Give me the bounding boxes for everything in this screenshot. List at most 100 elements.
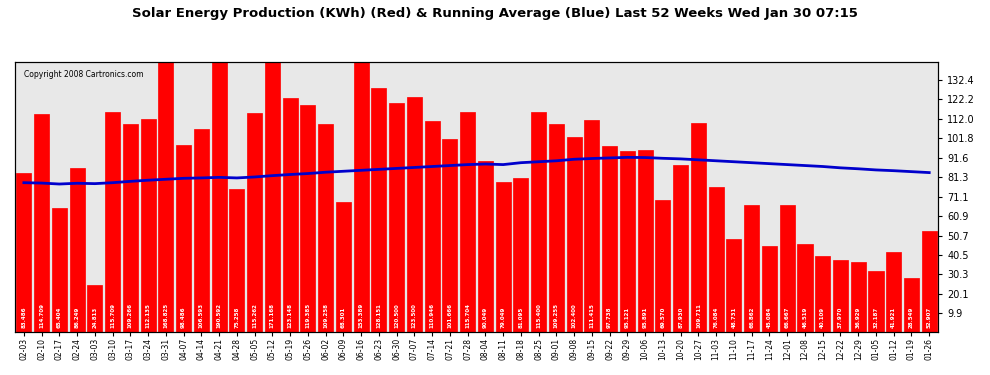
Bar — [158, 10, 173, 332]
Text: 76.084: 76.084 — [714, 307, 719, 328]
Bar — [548, 124, 564, 332]
Bar — [318, 124, 334, 332]
Bar — [850, 262, 866, 332]
Text: 115.400: 115.400 — [537, 303, 542, 328]
Text: 114.709: 114.709 — [40, 303, 45, 328]
Bar — [638, 150, 652, 332]
Text: Solar Energy Production (KWh) (Red) & Running Average (Blue) Last 52 Weeks Wed J: Solar Energy Production (KWh) (Red) & Ru… — [132, 8, 858, 21]
Text: 86.249: 86.249 — [74, 307, 79, 328]
Bar — [868, 271, 883, 332]
Text: 69.570: 69.570 — [660, 307, 665, 328]
Bar — [265, 6, 280, 332]
Text: 75.258: 75.258 — [235, 307, 240, 328]
Bar — [797, 244, 813, 332]
Text: 109.711: 109.711 — [696, 303, 701, 328]
Text: 112.135: 112.135 — [146, 303, 150, 328]
Text: 37.970: 37.970 — [838, 307, 842, 328]
Bar — [691, 123, 706, 332]
Text: 79.049: 79.049 — [501, 307, 506, 328]
Bar — [514, 178, 529, 332]
Bar — [371, 88, 386, 332]
Bar — [886, 252, 901, 332]
Bar — [141, 118, 155, 332]
Bar — [744, 205, 759, 332]
Bar — [496, 182, 511, 332]
Bar — [478, 161, 493, 332]
Text: 111.415: 111.415 — [589, 303, 594, 328]
Bar — [34, 114, 50, 332]
Bar — [194, 129, 209, 332]
Bar — [425, 121, 440, 332]
Text: 128.151: 128.151 — [376, 303, 381, 328]
Bar — [709, 187, 724, 332]
Text: 87.930: 87.930 — [678, 307, 683, 328]
Text: 109.266: 109.266 — [128, 303, 133, 328]
Text: 28.549: 28.549 — [909, 307, 914, 328]
Bar — [353, 40, 368, 332]
Text: 109.255: 109.255 — [554, 303, 559, 328]
Text: 68.301: 68.301 — [341, 307, 346, 328]
Text: 48.731: 48.731 — [732, 307, 737, 328]
Bar — [833, 260, 848, 332]
Bar — [282, 98, 298, 332]
Text: 123.148: 123.148 — [288, 303, 293, 328]
Bar — [673, 165, 688, 332]
Text: Copyright 2008 Cartronics.com: Copyright 2008 Cartronics.com — [24, 70, 144, 79]
Text: 36.929: 36.929 — [855, 307, 860, 328]
Text: 45.084: 45.084 — [767, 307, 772, 328]
Bar — [212, 0, 227, 332]
Text: 106.593: 106.593 — [199, 303, 204, 328]
Bar — [16, 173, 32, 332]
Text: 115.262: 115.262 — [252, 303, 257, 328]
Text: 32.187: 32.187 — [873, 307, 878, 328]
Bar — [904, 278, 919, 332]
Bar — [407, 97, 422, 332]
Bar — [105, 112, 120, 332]
Text: 95.891: 95.891 — [643, 307, 647, 328]
Bar — [230, 189, 245, 332]
Bar — [602, 146, 617, 332]
Bar — [460, 112, 475, 332]
Text: 120.500: 120.500 — [394, 304, 399, 328]
Text: 123.500: 123.500 — [412, 303, 417, 328]
Text: 52.907: 52.907 — [927, 307, 932, 328]
Text: 115.709: 115.709 — [110, 303, 115, 328]
Text: 95.121: 95.121 — [625, 307, 630, 328]
Text: 24.813: 24.813 — [92, 307, 97, 328]
Bar — [922, 231, 937, 332]
Text: 41.921: 41.921 — [891, 307, 896, 328]
Text: 98.486: 98.486 — [181, 307, 186, 328]
Text: 168.825: 168.825 — [163, 303, 168, 328]
Bar — [620, 151, 635, 332]
Bar — [566, 137, 582, 332]
Bar — [336, 202, 350, 332]
Bar — [248, 112, 262, 332]
Text: 153.389: 153.389 — [358, 303, 363, 328]
Text: 40.109: 40.109 — [820, 307, 826, 328]
Bar — [87, 285, 102, 332]
Bar — [51, 208, 67, 332]
Text: 109.258: 109.258 — [323, 303, 328, 328]
Bar — [584, 120, 600, 332]
Text: 46.519: 46.519 — [803, 307, 808, 328]
Bar — [69, 168, 85, 332]
Bar — [123, 124, 138, 332]
Text: 97.738: 97.738 — [607, 307, 612, 328]
Bar — [389, 103, 404, 332]
Bar — [176, 145, 191, 332]
Text: 190.592: 190.592 — [217, 303, 222, 328]
Bar — [443, 139, 457, 332]
Text: 115.704: 115.704 — [465, 303, 470, 328]
Text: 101.666: 101.666 — [447, 303, 452, 328]
Bar — [762, 246, 777, 332]
Bar — [655, 200, 670, 332]
Bar — [780, 205, 795, 332]
Text: 81.095: 81.095 — [519, 307, 524, 328]
Text: 65.404: 65.404 — [56, 307, 62, 328]
Text: 66.862: 66.862 — [749, 307, 754, 328]
Text: 83.486: 83.486 — [22, 307, 27, 328]
Bar — [815, 256, 831, 332]
Bar — [300, 105, 316, 332]
Text: 102.400: 102.400 — [571, 304, 577, 328]
Bar — [532, 112, 546, 332]
